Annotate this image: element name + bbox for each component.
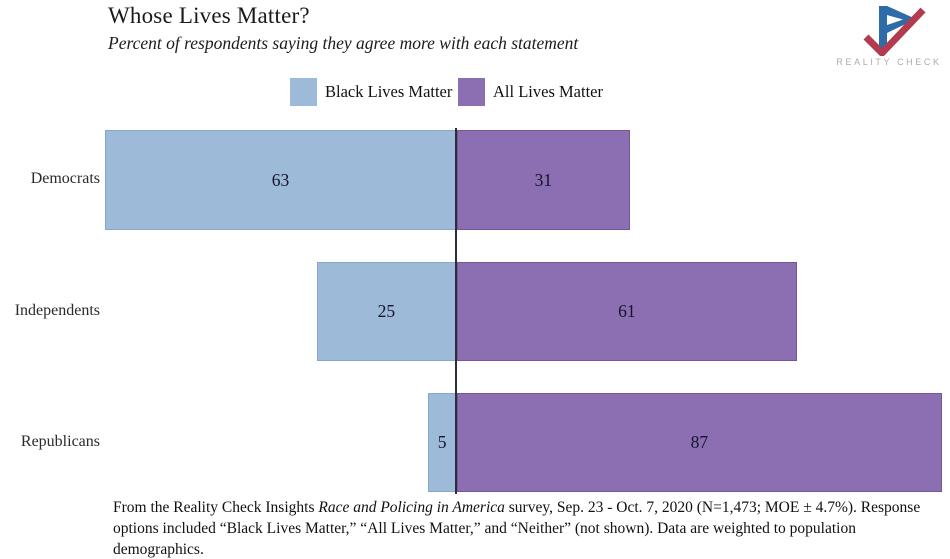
center-baseline bbox=[455, 128, 457, 494]
bar-value-label: 31 bbox=[534, 169, 553, 190]
chart-row: Independents 25 61 bbox=[0, 262, 950, 361]
bar-value-label: 61 bbox=[618, 301, 636, 321]
reality-check-logo-icon bbox=[863, 6, 926, 56]
bar-segment-all-lives-matter: 31 bbox=[457, 130, 630, 230]
bar-segment-all-lives-matter: 61 bbox=[457, 262, 797, 361]
source-note-suffix: survey, Sep. 23 - Oct. 7, 2020 (N=1,473;… bbox=[113, 499, 921, 558]
category-label: Independents bbox=[14, 301, 100, 319]
bar-value-label: 63 bbox=[271, 169, 290, 190]
bar-value-label: 5 bbox=[437, 432, 447, 452]
legend-swatch-all-lives-matter bbox=[458, 78, 485, 106]
source-note-survey-title: Race and Policing in America bbox=[318, 499, 505, 516]
bar-segment-black-lives-matter: 25 bbox=[316, 262, 456, 361]
chart-row: Democrats 63 31 bbox=[0, 130, 950, 230]
reality-check-logo: REALITY CHECK bbox=[834, 4, 944, 67]
bar-value-label: 25 bbox=[377, 301, 396, 321]
legend: Black Lives Matter All Lives Matter bbox=[0, 78, 950, 106]
legend-label-all-lives-matter: All Lives Matter bbox=[493, 82, 603, 101]
category-label: Democrats bbox=[30, 170, 100, 187]
bar-segment-black-lives-matter: 5 bbox=[428, 393, 456, 492]
chart-row: Republicans 5 87 bbox=[0, 393, 950, 492]
category-label: Republicans bbox=[20, 432, 100, 450]
legend-label-black-lives-matter: Black Lives Matter bbox=[325, 82, 453, 101]
chart-subtitle: Percent of respondents saying they agree… bbox=[108, 33, 579, 53]
source-note: From the Reality Check Insights Race and… bbox=[113, 497, 946, 559]
diverging-bar-chart: Democrats 63 31 Independents 25 61 Republicans… bbox=[0, 128, 950, 494]
bar-segment-black-lives-matter: 63 bbox=[105, 130, 456, 230]
bar-value-label: 87 bbox=[690, 432, 709, 452]
source-note-prefix: From the Reality Check Insights bbox=[113, 499, 319, 516]
legend-swatch-black-lives-matter bbox=[290, 78, 317, 106]
chart-title: Whose Lives Matter? bbox=[108, 3, 310, 28]
bar-segment-all-lives-matter: 87 bbox=[457, 393, 942, 492]
reality-check-wordmark: REALITY CHECK bbox=[836, 57, 942, 67]
